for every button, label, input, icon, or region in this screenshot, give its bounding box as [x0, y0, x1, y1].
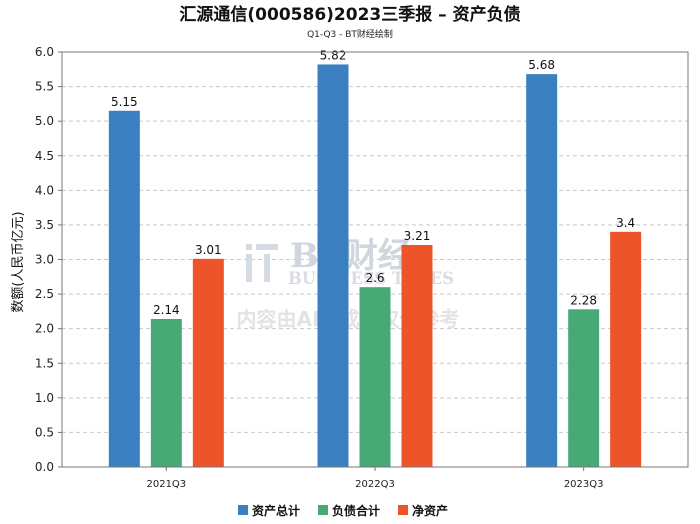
- legend-swatch: [238, 505, 248, 515]
- data-label: 3.21: [404, 229, 431, 243]
- watermark-logo-icon: [246, 244, 278, 282]
- bar: [610, 231, 642, 467]
- y-tick-label: 4.5: [35, 149, 54, 163]
- data-label: 2.14: [153, 303, 180, 317]
- chart-title: 汇源通信(000586)2023三季报 – 资产负债: [179, 4, 520, 25]
- bar: [108, 110, 140, 468]
- x-tick-label: 2023Q3: [564, 479, 604, 490]
- y-tick-label: 4.0: [35, 183, 54, 197]
- y-tick-label: 1.0: [35, 391, 54, 405]
- legend: 资产总计 负债合计 净资产: [238, 503, 448, 518]
- data-label: 5.82: [320, 48, 347, 62]
- data-label: 2.28: [570, 293, 597, 307]
- x-tick-label: 2022Q3: [355, 479, 395, 490]
- y-tick-label: 3.5: [35, 218, 54, 232]
- y-tick-label: 6.0: [35, 45, 54, 59]
- bar: [401, 244, 433, 467]
- data-label: 3.01: [195, 243, 222, 257]
- data-label: 3.4: [616, 216, 635, 230]
- data-label: 5.15: [111, 95, 138, 109]
- data-label: 2.6: [365, 271, 384, 285]
- x-axis-labels: 2021Q3 2022Q3 2023Q3: [146, 467, 604, 490]
- y-axis-title: 数额(人民币亿元): [11, 211, 26, 312]
- bar: [150, 318, 182, 467]
- y-tick-label: 0.5: [35, 425, 54, 439]
- bar: [192, 258, 224, 467]
- legend-label: 资产总计: [252, 503, 300, 518]
- legend-swatch: [318, 505, 328, 515]
- bar: [568, 309, 600, 467]
- y-tick-label: 2.5: [35, 287, 54, 301]
- y-axis-ticks: 0.0 0.5 1.0 1.5 2.0 2.5 3.0 3.5 4.0 4.5 5.0 5.5 6.0: [35, 45, 62, 474]
- bar: [317, 64, 349, 467]
- legend-label: 负债合计: [332, 503, 380, 518]
- legend-label: 净资产: [412, 503, 448, 518]
- y-tick-label: 5.5: [35, 80, 54, 94]
- x-tick-label: 2021Q3: [146, 479, 186, 490]
- bar: [526, 74, 558, 467]
- y-tick-label: 2.0: [35, 322, 54, 336]
- y-tick-label: 0.0: [35, 460, 54, 474]
- y-tick-label: 1.5: [35, 356, 54, 370]
- y-tick-label: 3.0: [35, 253, 54, 267]
- legend-swatch: [398, 505, 408, 515]
- y-tick-label: 5.0: [35, 114, 54, 128]
- watermark-brand: BT财经: [290, 236, 412, 276]
- bar: [359, 287, 391, 467]
- data-label: 5.68: [528, 58, 555, 72]
- bars: [108, 64, 642, 468]
- chart-subtitle: Q1-Q3 - BT财经绘制: [307, 28, 393, 40]
- data-labels: 5.15 2.14 3.01 5.82 2.6 3.21 5.68 2.28 3.4: [111, 48, 635, 317]
